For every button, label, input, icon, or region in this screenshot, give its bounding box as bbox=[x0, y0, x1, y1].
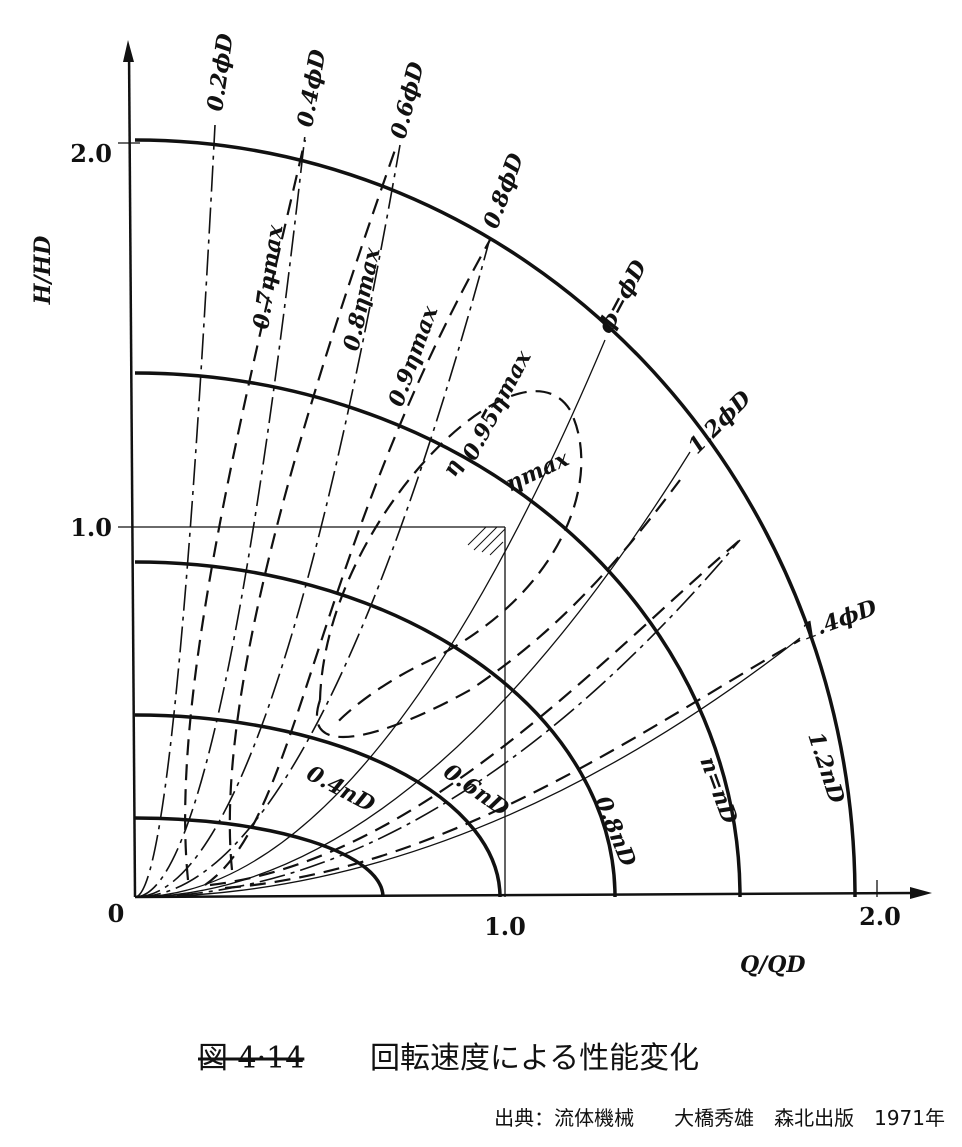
flow-label: 0.2ϕD bbox=[202, 32, 239, 113]
efficiency-curve bbox=[209, 539, 741, 887]
speed-curve bbox=[134, 138, 857, 898]
flow-curve bbox=[134, 134, 306, 898]
efficiency-curve bbox=[315, 479, 681, 739]
speed-curve bbox=[134, 560, 617, 898]
y-tick-label: 2.0 bbox=[70, 139, 112, 168]
x-tick-label: 1.0 bbox=[484, 912, 526, 941]
efficiency-curve bbox=[184, 139, 307, 881]
x-axis bbox=[134, 891, 919, 899]
source: 出典：流体機械 大橋秀雄 森北出版 1971年 bbox=[494, 1106, 945, 1130]
flow-label: ϕ=ϕD bbox=[592, 256, 652, 338]
flow-curve bbox=[134, 539, 741, 898]
flow-label: 1.4ϕD bbox=[798, 595, 880, 646]
efficiency-label: 0.8ηmax bbox=[338, 244, 385, 353]
x-tick-label: 2.0 bbox=[859, 902, 901, 931]
y-axis-label: H/HD bbox=[30, 236, 56, 306]
speed-label: 0.8nD bbox=[589, 793, 641, 871]
y-arrow bbox=[123, 40, 134, 62]
flow-label: 0.4ϕD bbox=[292, 48, 331, 129]
efficiency-curve bbox=[224, 639, 801, 890]
x-arrow bbox=[910, 887, 932, 899]
flow-curve bbox=[134, 124, 216, 898]
flow-curve bbox=[134, 637, 801, 898]
speed-label: 0.6nD bbox=[439, 759, 514, 822]
efficiency-label: 0.9ηmax bbox=[383, 302, 444, 410]
speed-curve bbox=[134, 371, 742, 898]
x-axis-label: Q/QD bbox=[740, 952, 805, 978]
speed-curve bbox=[134, 713, 502, 898]
figure-title: 回転速度による性能変化 bbox=[370, 1041, 699, 1076]
y-tick-label: 1.0 bbox=[70, 513, 112, 542]
flow-curve bbox=[134, 451, 691, 898]
speed-label: n=nD bbox=[694, 753, 742, 827]
flow-label: 0.6ϕD bbox=[386, 59, 430, 141]
flow-curve bbox=[134, 144, 401, 898]
efficiency-label: 0.7ηmax bbox=[248, 222, 288, 330]
efficiency-curve bbox=[318, 390, 583, 723]
efficiency-label: 0.95ηmax bbox=[457, 346, 537, 465]
speed-label: 0.4nD bbox=[302, 760, 379, 817]
speed-label: 1.2nD bbox=[802, 729, 849, 807]
flow-curve bbox=[134, 237, 491, 898]
speed-curve bbox=[134, 816, 385, 898]
origin-label: 0 bbox=[108, 899, 125, 928]
efficiency-curve bbox=[228, 149, 397, 871]
y-axis bbox=[127, 49, 137, 898]
hatch bbox=[467, 526, 506, 556]
efficiency-curve bbox=[204, 239, 491, 886]
flow-label: 0.8ϕD bbox=[478, 150, 529, 232]
figure-number: 図 4·14 bbox=[198, 1041, 304, 1076]
flow-curve bbox=[134, 339, 606, 898]
